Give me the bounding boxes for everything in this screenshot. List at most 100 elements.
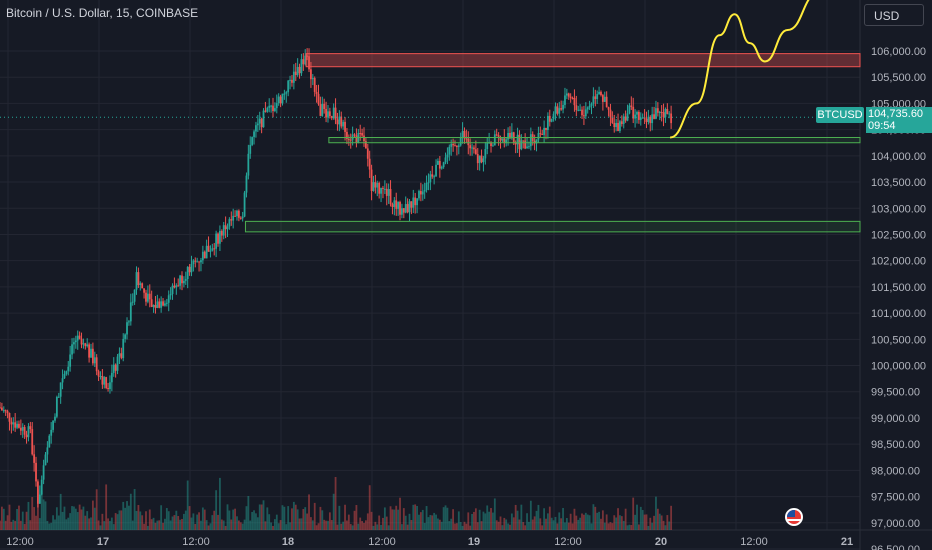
volume-bar <box>630 524 633 530</box>
candle-body <box>569 96 572 98</box>
volume-bar <box>596 512 599 530</box>
candle-body <box>327 111 329 118</box>
volume-bar <box>73 506 75 530</box>
candle-body <box>437 160 439 165</box>
candle-body <box>184 279 187 281</box>
candle-body <box>133 289 136 302</box>
volume-bar <box>383 507 386 530</box>
candle-body <box>228 219 231 227</box>
candle-body <box>298 66 301 74</box>
volume-bar <box>554 516 557 530</box>
volume-bar <box>539 518 542 530</box>
volume-bar <box>537 504 540 530</box>
volume-bar <box>461 525 464 530</box>
volume-bar <box>203 509 206 530</box>
candle-body <box>393 200 396 207</box>
volume-bar <box>571 523 574 530</box>
candle-body <box>19 427 22 431</box>
candle-body <box>285 92 288 94</box>
volume-bar <box>46 520 49 530</box>
candle-body <box>300 59 303 74</box>
volume-bar <box>509 524 511 530</box>
candle-body <box>256 123 259 126</box>
volume-bar <box>105 484 108 530</box>
candle-body <box>664 108 667 118</box>
candle-body <box>503 138 506 143</box>
volume-bar <box>548 506 551 530</box>
y-tick-label: 100,000.00 <box>871 361 926 373</box>
volume-bar <box>342 521 345 530</box>
volume-bar <box>236 516 238 530</box>
us-flag-icon[interactable] <box>785 508 803 526</box>
volume-bar <box>181 518 183 530</box>
candle-body <box>14 422 17 428</box>
candle-body <box>579 109 582 111</box>
candle-body <box>543 127 546 135</box>
volume-bar <box>482 511 485 530</box>
currency-button[interactable]: USD <box>864 4 924 26</box>
volume-bar <box>372 525 375 530</box>
volume-bar <box>550 517 553 530</box>
candle-body <box>226 226 229 230</box>
candle-body <box>545 127 547 130</box>
volume-bar <box>120 510 123 530</box>
candle-body <box>287 80 290 93</box>
candle-body <box>490 142 492 147</box>
candle-body <box>275 103 278 109</box>
candle-body <box>455 145 458 148</box>
volume-bar <box>175 510 178 530</box>
candle-body <box>463 130 466 139</box>
volume-bar <box>101 513 104 530</box>
volume-bar <box>128 505 130 530</box>
volume-bar <box>12 519 15 530</box>
volume-bar <box>2 508 5 530</box>
volume-bar <box>480 521 483 530</box>
volume-bar <box>611 523 614 530</box>
volume-bar <box>385 516 388 530</box>
volume-bar <box>556 523 559 530</box>
volume-bar <box>61 511 64 530</box>
volume-bar <box>200 520 202 530</box>
volume-bar <box>114 513 117 530</box>
volume-bar <box>564 522 566 530</box>
candle-body <box>611 117 614 123</box>
candle-body <box>281 93 284 104</box>
volume-bar <box>330 520 333 530</box>
volume-bar <box>52 515 54 530</box>
volume-bar <box>82 506 85 530</box>
candle-body <box>344 121 346 132</box>
candle-body <box>615 122 618 128</box>
volume-bar <box>528 521 530 530</box>
volume-bar <box>575 515 578 530</box>
volume-bar <box>192 513 195 530</box>
volume-bar <box>287 506 290 530</box>
candle-body <box>637 112 640 120</box>
y-tick-label: 101,500.00 <box>871 282 926 294</box>
volume-bar <box>232 509 235 530</box>
volume-bar <box>603 522 606 530</box>
bar-countdown: 09:54 <box>868 120 896 132</box>
volume-bar <box>546 513 549 530</box>
candle-body <box>548 115 551 122</box>
volume-bar <box>495 520 498 530</box>
volume-bar <box>425 506 428 530</box>
candle-body <box>266 107 269 112</box>
volume-bar <box>492 512 494 530</box>
candle-body <box>253 131 255 138</box>
volume-bar <box>311 520 314 530</box>
candle-body <box>325 109 327 118</box>
candle-body <box>636 112 638 115</box>
volume-bar <box>389 506 392 530</box>
volume-bar <box>262 500 265 530</box>
volume-bar <box>222 520 225 530</box>
volume-bar <box>573 508 576 530</box>
candle-body <box>311 78 314 80</box>
volume-bar <box>19 520 22 530</box>
volume-bar <box>391 509 394 530</box>
candle-body <box>571 97 574 99</box>
volume-bar <box>298 518 301 530</box>
volume-bar <box>641 510 644 530</box>
volume-bar <box>619 515 621 530</box>
